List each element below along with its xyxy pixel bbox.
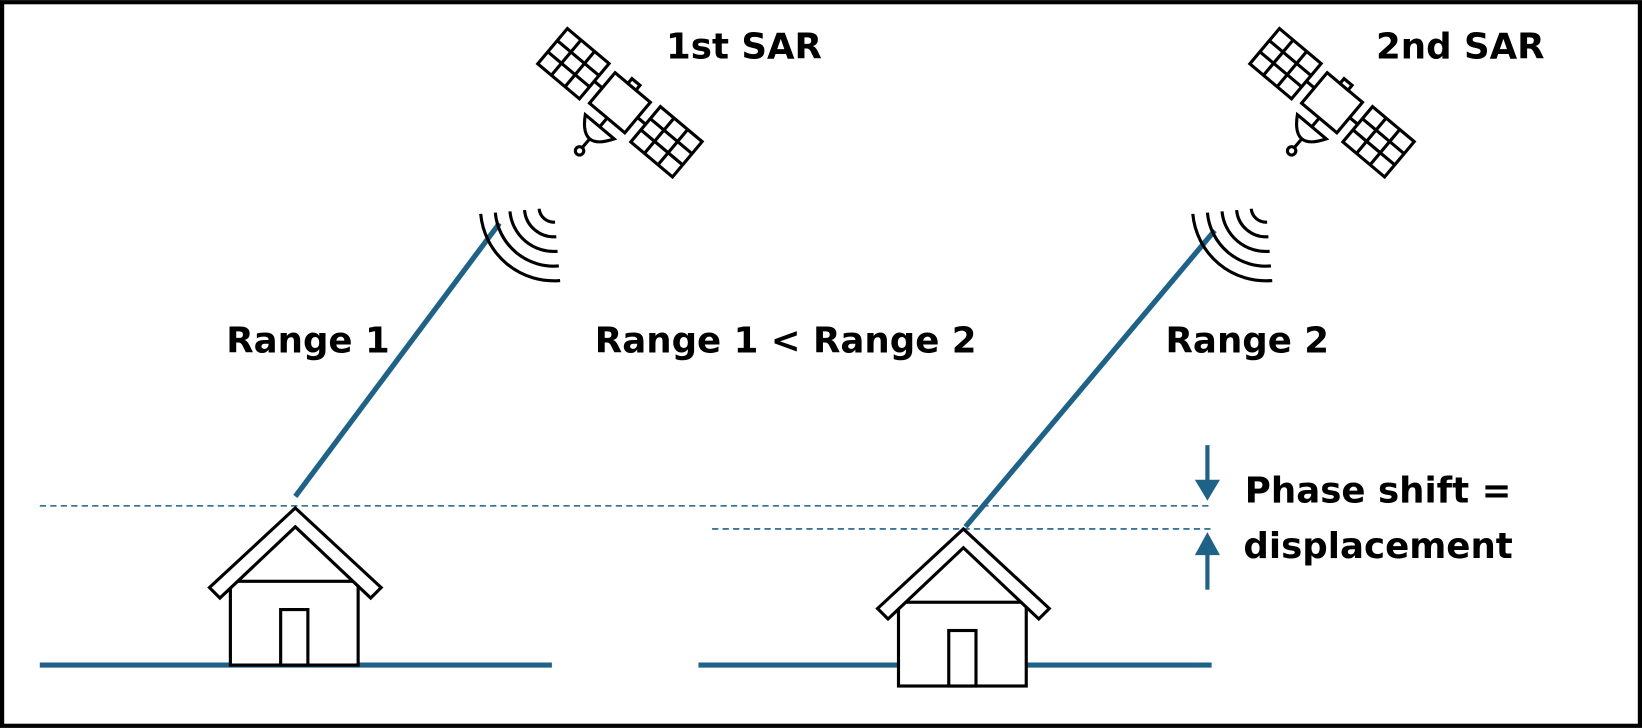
range-line xyxy=(293,221,502,499)
phase-shift-label: displacement xyxy=(1243,526,1512,567)
satellite-label: 2nd SAR xyxy=(1376,26,1545,67)
range-label: Range 2 xyxy=(1166,321,1330,362)
range-label: Range 1 xyxy=(226,321,390,362)
displacement-arrows xyxy=(1194,445,1220,590)
range-line xyxy=(963,228,1217,529)
range-comparison: Range 1 < Range 2 xyxy=(595,321,977,362)
satellite-label: 1st SAR xyxy=(666,26,822,67)
phase-shift-label: Phase shift = xyxy=(1245,470,1512,511)
